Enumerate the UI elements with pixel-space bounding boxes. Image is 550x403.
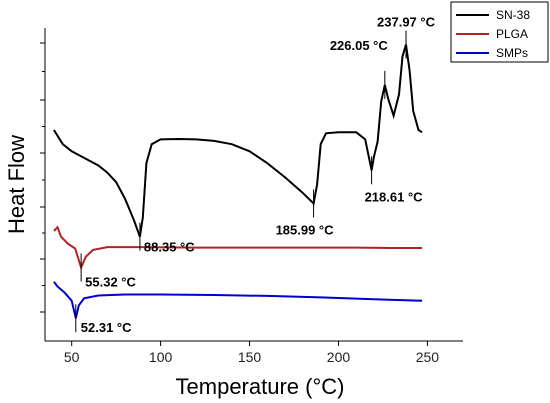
peak-label: 52.31 °C: [81, 320, 132, 335]
x-tick-label: 50: [64, 349, 80, 365]
legend: SN-38 PLGA SMPs: [450, 1, 549, 63]
legend-label: SMPs: [496, 46, 528, 60]
annotation-layer: 88.35 °C 185.99 °C 218.61 °C 226.05 °C 237.9…: [75, 15, 436, 335]
series-line-sn-38: [53, 44, 423, 238]
axes: 50 100 150 200 250 Temperature (°C) Heat Flow: [4, 28, 463, 399]
legend-label: SN-38: [496, 8, 530, 22]
peak-label: 55.32 °C: [85, 274, 136, 289]
peak-label: 237.97 °C: [377, 15, 436, 30]
peak-label: 88.35 °C: [144, 240, 195, 255]
x-tick-label: 100: [149, 349, 173, 365]
y-axis-title: Heat Flow: [4, 135, 29, 234]
peak-label: 218.61 °C: [365, 189, 424, 204]
x-axis-title: Temperature (°C): [176, 374, 345, 399]
series-layer: [53, 44, 423, 319]
series-line-smps: [53, 281, 423, 319]
peak-label: 185.99 °C: [276, 222, 335, 237]
x-tick-label: 250: [416, 349, 440, 365]
peak-label: 226.05 °C: [330, 38, 389, 53]
series-line-plga: [53, 225, 423, 271]
x-tick-label: 200: [327, 349, 351, 365]
legend-label: PLGA: [496, 27, 528, 41]
x-tick-label: 150: [238, 349, 262, 365]
